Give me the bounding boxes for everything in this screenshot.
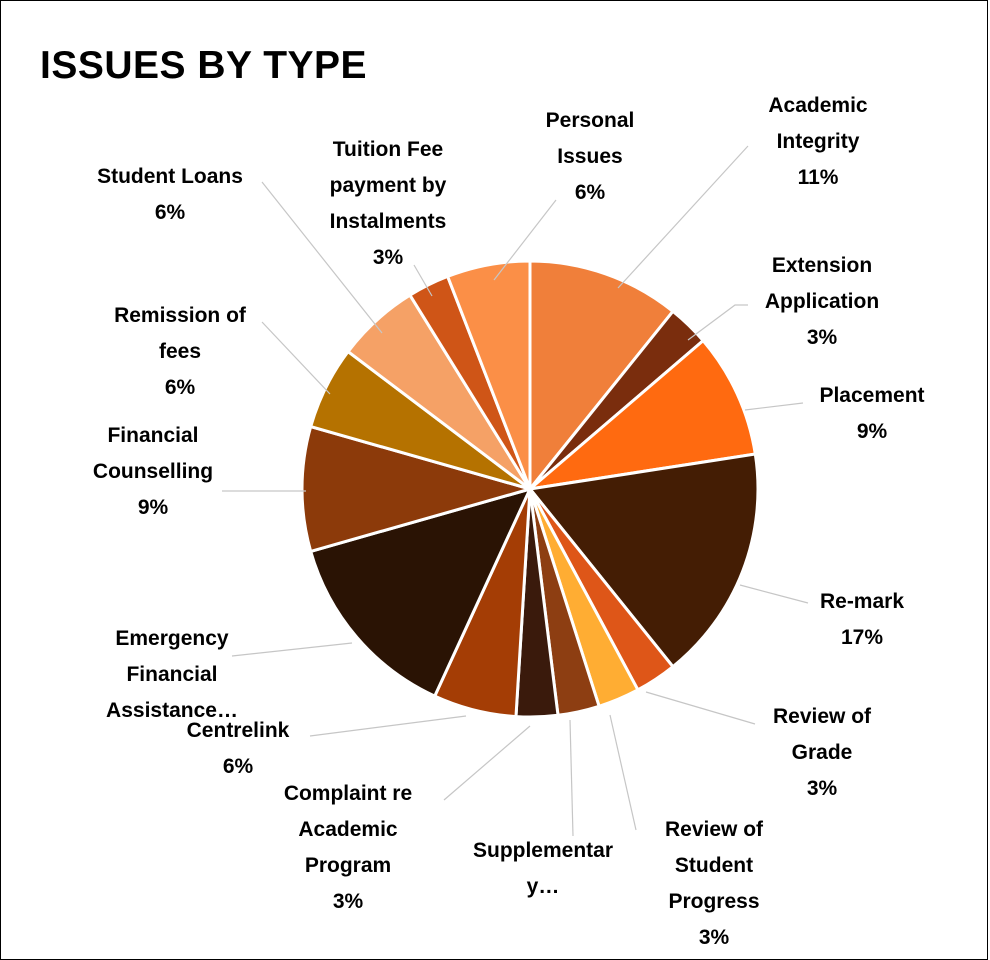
leader-line-extension-application [687, 304, 748, 341]
slice-label-financial-counselling: Financial Counselling 9% [93, 424, 213, 519]
leader-line-emergency-financial-assistance [231, 642, 353, 657]
chart-title: ISSUES BY TYPE [40, 44, 368, 87]
pie-slice-academic-integrity [528, 259, 676, 494]
pie-slice-personal-issues [445, 259, 532, 490]
leader-line-centrelink [309, 715, 467, 737]
leader-line-review-of-student-progress [609, 714, 637, 831]
leader-line-supplementary [569, 719, 574, 837]
leader-line-student-loans [261, 181, 383, 334]
slice-label-placement: Placement 9% [819, 384, 924, 443]
pie-slice-emergency-financial-assistance [308, 486, 533, 699]
slice-label-tuition-fee-payment-by-instalments: Tuition Fee payment by Instalments 3% [330, 138, 447, 269]
slice-label-academic-integrity: Academic Integrity 11% [768, 94, 868, 189]
slice-label-personal-issues: Personal Issues 6% [546, 109, 635, 204]
pie-slice-placement [525, 338, 758, 492]
pie-slice-financial-counselling [300, 424, 536, 554]
leader-line-academic-integrity [617, 145, 749, 289]
slice-label-centrelink: Centrelink 6% [187, 719, 290, 778]
slice-label-emergency-financial-assistance: Emergency Financial Assistance… [106, 627, 238, 722]
slice-label-complaint-re-academic-program: Complaint re Academic Program 3% [284, 782, 412, 913]
pie-slice-re-mark [527, 452, 760, 669]
slice-label-remission-of-fees: Remission of fees 6% [114, 304, 247, 399]
slice-label-student-loans: Student Loans 6% [97, 165, 243, 224]
slice-label-review-of-student-progress: Review of Student Progress 3% [665, 818, 764, 947]
leader-line-personal-issues [493, 199, 557, 281]
slice-label-extension-application: Extension Application 3% [765, 254, 879, 349]
slice-label-review-of-grade: Review of Grade 3% [773, 705, 872, 800]
leader-line-remission-of-fees [261, 321, 331, 395]
leader-line-re-mark [739, 584, 809, 604]
leader-line-review-of-grade [645, 691, 756, 725]
slice-label-supplementary: Supplementar y… [473, 839, 613, 898]
slice-label-re-mark: Re-mark 17% [820, 590, 904, 649]
leader-line-complaint-re-academic-program [443, 725, 531, 801]
leader-line-placement [744, 402, 804, 411]
leader-line-tuition-fee-payment-by-instalments [413, 264, 433, 297]
